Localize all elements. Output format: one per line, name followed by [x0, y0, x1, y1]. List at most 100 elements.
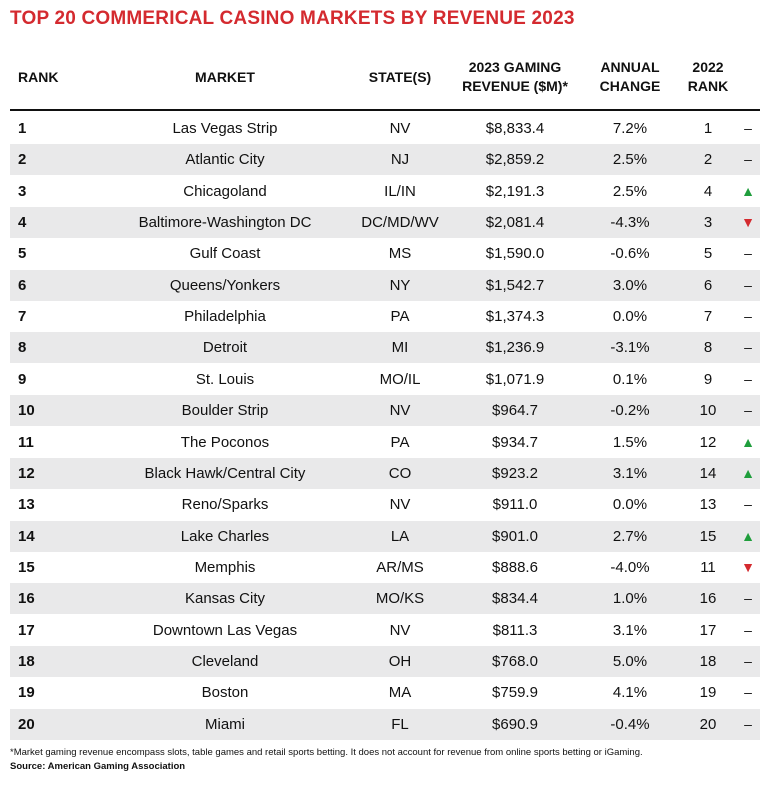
table-cell: $811.3 [492, 621, 538, 639]
table-cell: Downtown Las Vegas [152, 621, 298, 639]
footnote: *Market gaming revenue encompass slots, … [10, 747, 643, 758]
table-row: 15 Memphis AR/MS $888.6 -4.0% 11 ▼ [10, 552, 760, 583]
table-cell: NJ [390, 151, 410, 169]
table-row: 13 Reno/Sparks NV $911.0 0.0% 13 – [10, 489, 760, 520]
table-cell: MI [391, 339, 409, 357]
table-cell: $901.0 [492, 527, 538, 545]
table-cell: -0.6% [610, 245, 650, 263]
table-cell: MA [388, 684, 412, 702]
table-row: 4 Baltimore-Washington DC DC/MD/WV $2,081.4… [10, 207, 760, 239]
table-cell: St. Louis [195, 370, 255, 388]
column-header: ANNUAL CHANGE [580, 58, 680, 96]
table-cell: FL [391, 715, 409, 733]
table-cell: MO/KS [375, 590, 425, 608]
table-cell: The Poconos [180, 433, 270, 451]
table-cell: $768.0 [492, 652, 538, 670]
table-cell: $1,590.0 [485, 245, 545, 263]
table-cell: $888.6 [492, 558, 538, 576]
table-cell: 0.0% [612, 496, 648, 514]
rank-cell: 5 [18, 245, 27, 263]
table-cell: NV [389, 120, 411, 137]
table-cell: 13 [699, 496, 717, 514]
header-line: 2022 [692, 59, 724, 75]
table-cell: $934.7 [492, 433, 538, 451]
table-cell: 4 [703, 182, 713, 200]
table-cell: 3 [703, 214, 713, 232]
table-cell: $2,859.2 [485, 151, 545, 169]
table-cell: Lake Charles [180, 527, 270, 545]
table-cell: CO [388, 464, 412, 482]
table-cell: $1,236.9 [485, 339, 545, 357]
table-row: 14 Lake Charles LA $901.0 2.7% 15 ▲ [10, 520, 760, 552]
table-row: 1 Las Vegas Strip NV $8,833.4 7.2% 1 – [10, 113, 760, 144]
table-cell: 15 [699, 527, 717, 545]
table-cell: 7 [703, 308, 713, 326]
trend-indicator: – [744, 339, 752, 356]
table-cell: -3.1% [610, 339, 650, 357]
table-cell: Gulf Coast [189, 245, 261, 263]
trend-indicator: – [744, 496, 752, 513]
table-cell: NV [389, 496, 411, 514]
rank-cell: 20 [18, 715, 35, 733]
rank-cell: 16 [18, 590, 35, 608]
table-cell: 5.0% [612, 652, 648, 670]
table-cell: -4.3% [610, 214, 650, 232]
table-cell: Atlantic City [185, 151, 265, 169]
table-cell: MS [388, 245, 412, 263]
column-header: RANK [18, 68, 68, 87]
table-cell: 7.2% [612, 120, 648, 137]
table-row: 11 The Poconos PA $934.7 1.5% 12 ▲ [10, 427, 760, 458]
table-cell: 1.0% [612, 590, 648, 608]
table-cell: $1,542.7 [485, 276, 545, 294]
table-cell: 11 [700, 558, 716, 576]
table-cell: $964.7 [492, 402, 538, 420]
table-cell: 2 [703, 151, 713, 169]
rank-cell: 10 [18, 402, 35, 420]
table-cell: NV [389, 621, 411, 639]
table-row: 8 Detroit MI $1,236.9 -3.1% 8 – [10, 332, 760, 364]
table-cell: 10 [699, 402, 717, 420]
table-row: 18 Cleveland OH $768.0 5.0% 18 – [10, 645, 760, 677]
table-cell: 3.1% [612, 464, 648, 482]
rank-cell: 14 [18, 527, 35, 545]
rank-cell: 9 [18, 370, 27, 388]
header-line: CHANGE [599, 78, 661, 94]
table-row: 9 St. Louis MO/IL $1,071.9 0.1% 9 – [10, 364, 760, 395]
table-row: 2 Atlantic City NJ $2,859.2 2.5% 2 – [10, 144, 760, 176]
table-cell: Cleveland [191, 652, 259, 670]
trend-indicator: – [744, 684, 752, 701]
table-cell: 4.1% [612, 684, 648, 702]
header-line: RANK [687, 78, 729, 94]
table-cell: Baltimore-Washington DC [138, 214, 312, 232]
rank-cell: 3 [18, 182, 27, 200]
table-cell: $2,191.3 [485, 182, 545, 200]
table-row: 17 Downtown Las Vegas NV $811.3 3.1% 17 – [10, 615, 760, 646]
rank-cell: 7 [18, 308, 27, 326]
table-cell: Miami [205, 715, 245, 733]
table-cell: 1 [703, 120, 713, 137]
table-cell: 1.5% [612, 433, 648, 451]
table-cell: 18 [699, 652, 717, 670]
header-line: ANNUAL [600, 59, 660, 75]
trend-indicator: ▲ [741, 182, 755, 199]
header-rule [10, 109, 760, 111]
table-cell: -0.4% [610, 715, 650, 733]
table-cell: Philadelphia [184, 308, 266, 326]
table-cell: PA [390, 433, 410, 451]
table-row: 10 Boulder Strip NV $964.7 -0.2% 10 – [10, 395, 760, 427]
rank-cell: 2 [18, 151, 27, 169]
trend-indicator: ▼ [741, 214, 755, 231]
table-cell: $2,081.4 [485, 214, 545, 232]
column-header: MARKET [100, 68, 350, 87]
rank-cell: 13 [18, 496, 35, 514]
trend-indicator: – [744, 652, 752, 669]
table-cell: NV [389, 402, 411, 420]
header-line: MARKET [195, 69, 255, 85]
trend-indicator: ▲ [741, 464, 755, 481]
table-cell: 20 [699, 715, 717, 733]
table-cell: Black Hawk/Central City [144, 464, 306, 482]
table-cell: 6 [703, 276, 713, 294]
table-cell: 3.1% [612, 621, 648, 639]
title: TOP 20 COMMERICAL CASINO MARKETS BY REVE… [10, 8, 575, 29]
table-cell: 12 [699, 433, 717, 451]
